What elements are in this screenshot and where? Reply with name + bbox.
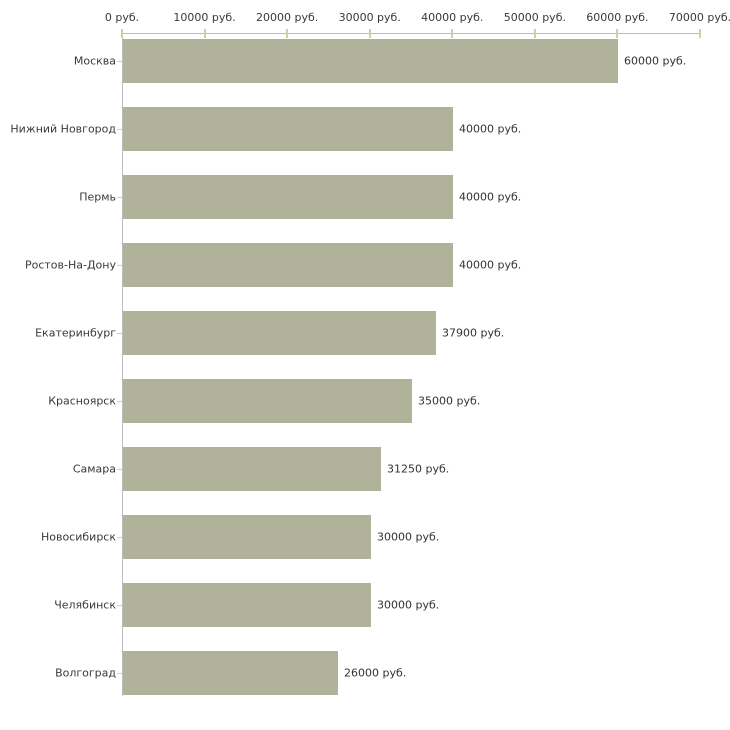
value-label: 35000 руб.	[418, 394, 481, 408]
category-label: Волгоград	[55, 666, 116, 680]
value-label: 37900 руб.	[442, 326, 505, 340]
x-tick-label: 20000 руб.	[256, 11, 319, 24]
bar	[123, 447, 381, 491]
value-label: 26000 руб.	[344, 666, 407, 680]
y-tick-mark	[117, 605, 122, 606]
category-label: Нижний Новгород	[10, 122, 116, 136]
x-tick-mark	[286, 29, 289, 38]
category-label: Челябинск	[54, 598, 116, 612]
bar	[123, 175, 453, 219]
bar	[123, 243, 453, 287]
x-tick-label: 40000 руб.	[421, 11, 484, 24]
category-label: Новосибирск	[40, 530, 116, 544]
bar	[123, 311, 436, 355]
category-label: Красноярск	[48, 394, 116, 408]
y-tick-mark	[117, 333, 122, 334]
y-tick-mark	[117, 265, 122, 266]
bar	[123, 379, 412, 423]
x-axis-line	[122, 33, 701, 34]
x-tick-mark	[203, 29, 206, 38]
x-tick-mark	[121, 29, 123, 38]
value-label: 60000 руб.	[624, 54, 687, 68]
x-tick-mark	[451, 29, 454, 38]
x-tick-label: 70000 руб.	[668, 11, 730, 24]
x-tick-mark	[533, 29, 536, 38]
y-tick-mark	[117, 401, 122, 402]
x-tick-label: 60000 руб.	[586, 11, 649, 24]
value-label: 31250 руб.	[387, 462, 450, 476]
x-tick-mark	[616, 29, 619, 38]
x-tick-label: 50000 руб.	[503, 11, 566, 24]
y-tick-mark	[117, 673, 122, 674]
value-label: 40000 руб.	[459, 258, 522, 272]
bar	[123, 515, 371, 559]
y-tick-mark	[117, 129, 122, 130]
bar	[123, 651, 338, 695]
y-tick-mark	[117, 469, 122, 470]
category-label: Ростов-На-Дону	[24, 258, 116, 272]
value-label: 30000 руб.	[377, 598, 440, 612]
bar	[123, 583, 371, 627]
x-tick-mark	[699, 29, 701, 38]
bar	[123, 107, 453, 151]
y-axis-line	[122, 33, 123, 696]
y-tick-mark	[117, 197, 122, 198]
x-tick-mark	[368, 29, 371, 38]
y-tick-mark	[117, 61, 122, 62]
x-tick-label: 30000 руб.	[338, 11, 401, 24]
bar	[123, 39, 618, 83]
value-label: 40000 руб.	[459, 122, 522, 136]
category-label: Самара	[72, 462, 116, 476]
y-tick-mark	[117, 537, 122, 538]
x-tick-label: 0 руб.	[104, 11, 140, 24]
x-tick-label: 10000 руб.	[173, 11, 236, 24]
value-label: 40000 руб.	[459, 190, 522, 204]
category-label: Екатеринбург	[35, 326, 116, 340]
category-label: Москва	[73, 54, 116, 68]
category-label: Пермь	[79, 190, 116, 204]
value-label: 30000 руб.	[377, 530, 440, 544]
